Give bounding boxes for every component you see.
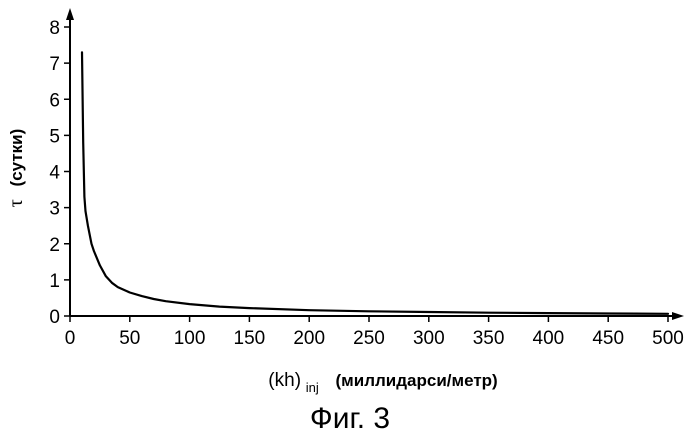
- y-tick-label: 8: [49, 18, 60, 39]
- x-axis-title: (kh) inj (миллидарси/метр): [268, 370, 497, 396]
- y-tick-label: 5: [49, 126, 60, 147]
- x-tick-label: 500: [652, 328, 684, 349]
- y-tick-label: 6: [49, 90, 60, 111]
- x-axis-unit: (миллидарси/метр): [336, 371, 498, 390]
- y-tick-label: 0: [49, 307, 60, 328]
- x-tick-label: 0: [65, 328, 76, 349]
- series-line: [82, 52, 668, 314]
- x-tick-label: 300: [413, 328, 445, 349]
- x-tick-label: 450: [592, 328, 624, 349]
- chart-axes: [66, 8, 684, 320]
- x-tick-label: 250: [353, 328, 385, 349]
- y-axis-unit: (сутки): [7, 129, 26, 187]
- y-axis-symbol: τ: [5, 199, 27, 207]
- x-tick-label: 200: [293, 328, 325, 349]
- y-tick-label: 4: [49, 163, 60, 184]
- x-tick-label: 400: [533, 328, 565, 349]
- y-tick-label: 7: [49, 54, 60, 75]
- y-tick-label: 2: [49, 235, 60, 256]
- x-axis-subscript: inj: [306, 380, 319, 395]
- chart-ticks: 0 50 100 150 200 250 300 350 400 450 500 0 1 2 3 4 5 6 7 8: [49, 18, 683, 349]
- x-tick-label: 50: [119, 328, 140, 349]
- x-tick-label: 100: [174, 328, 206, 349]
- x-axis-arrow: [672, 312, 684, 320]
- y-axis-title: τ (сутки): [5, 129, 27, 208]
- chart-plot-area: [82, 52, 668, 314]
- x-tick-label: 150: [234, 328, 266, 349]
- y-tick-label: 3: [49, 199, 60, 220]
- figure-caption: Фиг. 3: [0, 402, 700, 436]
- y-tick-label: 1: [49, 271, 60, 292]
- y-axis-arrow: [66, 8, 74, 20]
- x-axis-main: (kh): [268, 370, 301, 391]
- x-tick-label: 350: [473, 328, 505, 349]
